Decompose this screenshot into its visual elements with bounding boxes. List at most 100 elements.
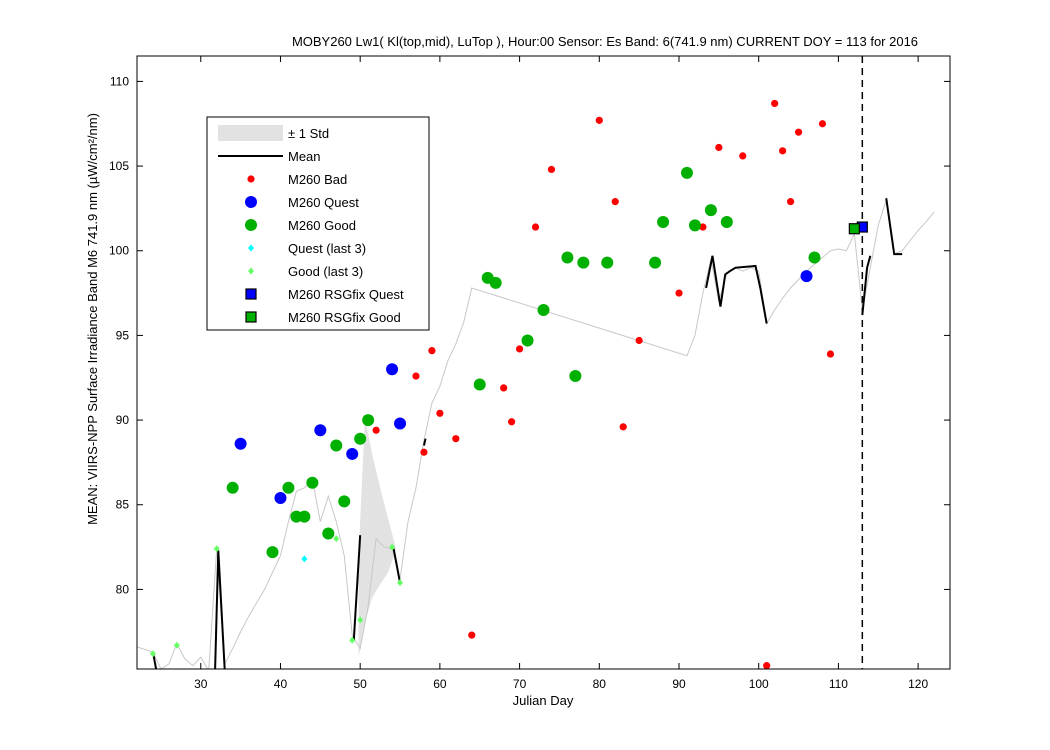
mean-line-segment: [705, 255, 768, 324]
data-point: [786, 198, 795, 206]
data-point: [577, 256, 590, 269]
data-point: [149, 650, 156, 658]
y-tick-label: 95: [116, 328, 130, 342]
data-point: [354, 432, 367, 445]
legend-entry: M260 Quest: [245, 195, 359, 210]
x-tick-label: 60: [433, 677, 447, 691]
data-point: [739, 152, 747, 160]
data-point: [452, 435, 460, 443]
legend-band-swatch: [218, 125, 283, 141]
mean-line-segment: [352, 535, 362, 641]
data-point: [468, 631, 476, 639]
mean-line-segment: [861, 255, 872, 316]
data-point: [234, 437, 247, 450]
y-tick-label: 105: [109, 159, 129, 173]
y-tick-label: 110: [110, 74, 129, 88]
data-point: [274, 491, 287, 504]
data-point: [699, 223, 707, 231]
thin-reference-line: [137, 199, 935, 669]
legend-marker: [245, 311, 257, 323]
data-point: [763, 662, 771, 670]
data-point: [547, 165, 556, 174]
data-point: [173, 641, 180, 649]
data-point: [298, 510, 311, 523]
std-band-area: [358, 416, 397, 658]
data-point: [611, 198, 619, 206]
data-point: [818, 120, 827, 128]
x-tick-label: 90: [672, 677, 686, 691]
x-tick-label: 80: [593, 677, 607, 691]
data-point: [282, 481, 295, 494]
y-tick-label: 85: [116, 498, 130, 512]
data-point: [322, 527, 335, 540]
legend-entry: M260 RSGfix Good: [245, 310, 401, 325]
mean-line-layer: [151, 198, 903, 669]
data-point: [848, 223, 860, 235]
series-rsg-good: [848, 223, 860, 235]
legend-marker: [248, 244, 254, 252]
data-point: [420, 448, 428, 456]
legend-label: M260 Bad: [288, 172, 347, 187]
data-point: [330, 439, 343, 452]
data-point: [794, 128, 803, 136]
legend-marker: [245, 219, 257, 231]
data-point: [720, 215, 733, 228]
legend-label: M260 RSGfix Quest: [288, 287, 404, 302]
data-point: [226, 481, 239, 494]
legend-marker: [248, 267, 254, 275]
legend-marker: [245, 288, 257, 300]
legend-entry: M260 Good: [245, 218, 356, 233]
legend-label: Quest (last 3): [288, 241, 366, 256]
data-point: [771, 99, 779, 108]
x-tick-label: 40: [274, 677, 288, 691]
data-point: [266, 546, 279, 559]
plot-border: [136, 55, 951, 670]
data-point: [306, 476, 319, 489]
y-axis-label: MEAN: VIIRS-NPP Surface Irradiance Band …: [85, 113, 100, 525]
y-tick-label: 80: [116, 582, 130, 596]
data-point: [213, 545, 220, 553]
legend-marker: [245, 196, 257, 208]
x-tick-label: 100: [749, 677, 769, 691]
legend-box: [206, 116, 430, 331]
data-point: [561, 251, 574, 264]
data-point: [635, 336, 643, 345]
x-tick-label: 30: [194, 677, 208, 691]
std-band-layer: [358, 416, 397, 658]
data-point: [675, 289, 683, 297]
data-point: [508, 418, 516, 426]
data-point: [333, 535, 340, 543]
data-point: [779, 147, 787, 155]
axis-ticks: 30 40 50 60 70 80 90 100 110 120 80 85 90 95 100 105 110: [109, 56, 950, 691]
series-good: [226, 166, 821, 559]
legend-entry: ± 1 Std: [218, 125, 329, 141]
legend-entry: Mean: [218, 149, 321, 164]
data-point: [397, 579, 404, 587]
thin-line-layer: [137, 199, 935, 669]
data-point: [386, 363, 399, 376]
legend-entry: M260 RSGfix Quest: [245, 287, 404, 302]
data-point: [314, 424, 327, 437]
series-quest: [234, 270, 813, 504]
data-point: [826, 350, 835, 358]
data-point: [489, 276, 502, 289]
mean-line-segment: [422, 438, 427, 446]
data-point: [372, 426, 380, 434]
data-point: [515, 345, 524, 353]
y-tick-label: 100: [109, 244, 129, 258]
data-points-layer: [149, 99, 868, 670]
data-point: [531, 223, 540, 231]
plot-frame: [136, 55, 951, 670]
series-good-last3: [149, 535, 404, 658]
legend-marker: [247, 175, 255, 183]
data-point: [301, 555, 308, 563]
data-point: [657, 215, 670, 228]
data-point: [595, 116, 603, 124]
data-point: [569, 370, 582, 383]
legend-label: M260 Good: [288, 218, 356, 233]
data-point: [500, 384, 508, 392]
mean-line-segment: [214, 550, 226, 669]
data-point: [362, 414, 375, 427]
data-point: [715, 143, 723, 152]
